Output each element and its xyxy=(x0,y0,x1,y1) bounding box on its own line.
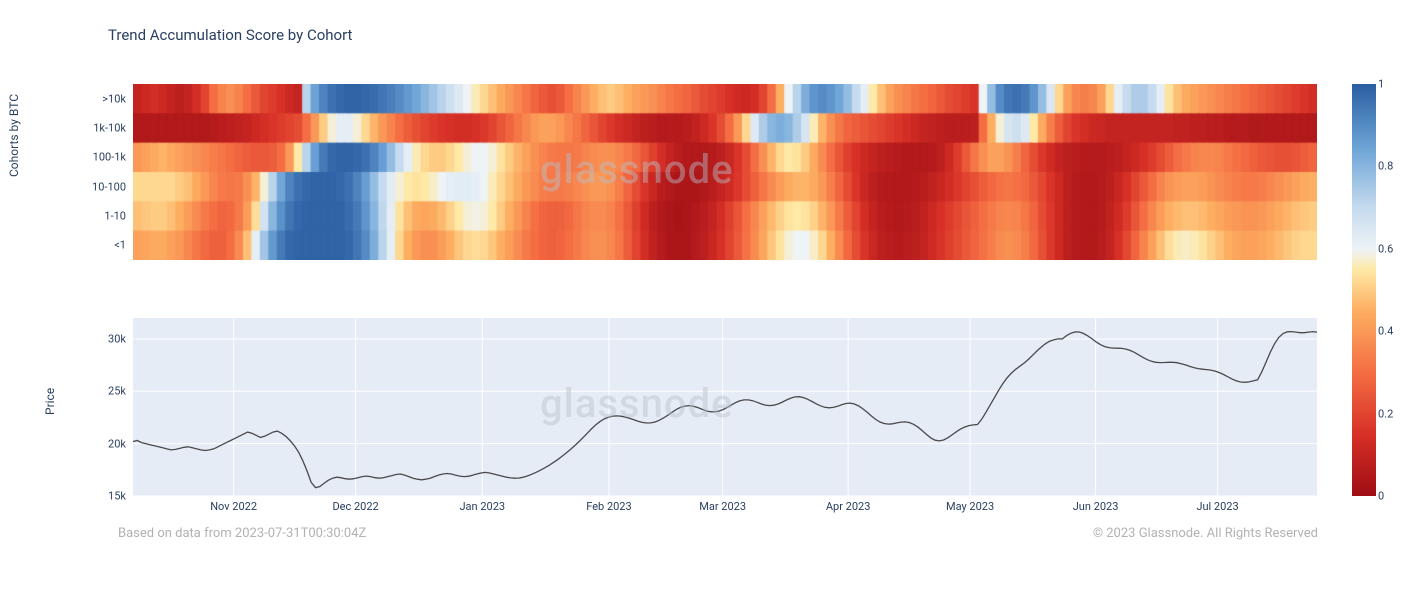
colorbar-tick: 0.4 xyxy=(1378,325,1393,338)
xtick: Apr 2023 xyxy=(826,500,871,513)
colorbar-canvas xyxy=(1352,84,1376,496)
xtick: Jul 2023 xyxy=(1196,500,1238,513)
xtick: Dec 2022 xyxy=(332,500,378,513)
xaxis-ticks: Nov 2022 Dec 2022 Jan 2023 Feb 2023 Mar 2023… xyxy=(133,500,1317,520)
heatmap-ylabel: Cohorts by BTC xyxy=(7,94,21,177)
heatmap-panel xyxy=(133,84,1317,260)
colorbar-tick: 0.8 xyxy=(1378,160,1393,173)
chart-container: Trend Accumulation Score by Cohort Cohor… xyxy=(0,0,1426,601)
colorbar-tick: 0.6 xyxy=(1378,242,1393,255)
price-panel xyxy=(133,318,1317,496)
xtick: Jun 2023 xyxy=(1073,500,1119,513)
price-ylabel: Price xyxy=(43,388,57,415)
price-ytick: 20k xyxy=(108,437,126,450)
xtick: Mar 2023 xyxy=(699,500,746,513)
chart-title: Trend Accumulation Score by Cohort xyxy=(108,26,352,44)
heatmap-canvas xyxy=(133,84,1317,260)
price-ytick: 25k xyxy=(108,385,126,398)
colorbar-tick: 0 xyxy=(1378,490,1384,503)
footer-data-source: Based on data from 2023-07-31T00:30:04Z xyxy=(118,526,366,541)
heatmap-yticks: >10k 1k-10k 100-1k 10-100 1-10 <1 xyxy=(74,84,130,260)
heatmap-ytick: 10-100 xyxy=(92,180,126,193)
price-line xyxy=(133,332,1317,488)
xtick: Nov 2022 xyxy=(210,500,257,513)
colorbar-tick: 0.2 xyxy=(1378,407,1393,420)
price-ytick: 30k xyxy=(108,332,126,345)
heatmap-ytick: 1-10 xyxy=(104,210,126,223)
price-yticks: 15k20k25k30k xyxy=(94,318,130,496)
heatmap-ytick: <1 xyxy=(114,239,126,252)
footer-copyright: © 2023 Glassnode. All Rights Reserved xyxy=(1093,526,1318,541)
heatmap-ytick: 100-1k xyxy=(93,151,126,164)
price-svg xyxy=(133,318,1317,496)
heatmap-ytick: 1k-10k xyxy=(93,122,126,135)
xtick: Feb 2023 xyxy=(586,500,631,513)
heatmap-ytick: >10k xyxy=(102,92,126,105)
colorbar-ticks: 00.20.40.60.81 xyxy=(1378,84,1402,496)
xtick: Jan 2023 xyxy=(459,500,505,513)
price-ytick: 15k xyxy=(108,490,126,503)
colorbar xyxy=(1352,84,1376,496)
colorbar-tick: 1 xyxy=(1378,78,1384,91)
xtick: May 2023 xyxy=(946,500,994,513)
